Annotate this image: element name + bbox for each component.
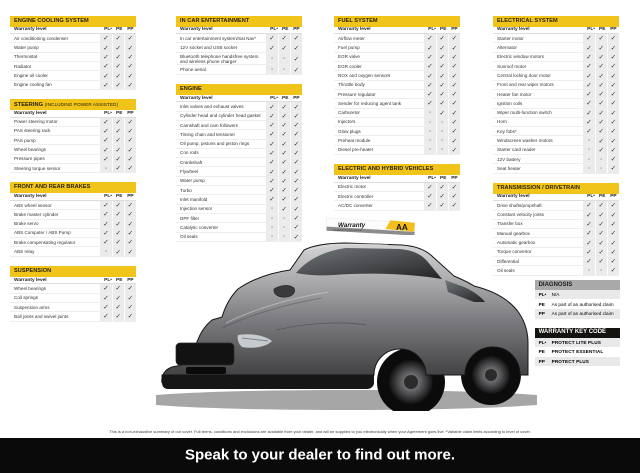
- svg-text:Warranty: Warranty: [338, 222, 366, 229]
- svg-text:Available for this vehicle: Available for this vehicle: [333, 228, 362, 232]
- svg-text:AA: AA: [396, 223, 408, 232]
